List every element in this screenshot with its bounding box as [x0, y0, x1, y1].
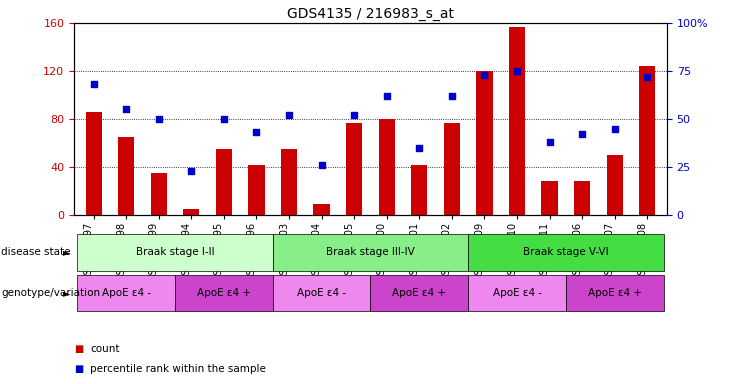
Point [544, 139, 556, 145]
Point [479, 72, 491, 78]
Bar [476, 71, 493, 215]
Text: Braak stage III-IV: Braak stage III-IV [326, 247, 415, 258]
Bar [607, 155, 623, 215]
Point [250, 129, 262, 136]
Bar [216, 149, 232, 215]
Bar [574, 182, 591, 215]
Bar [281, 149, 297, 215]
Point [87, 81, 99, 88]
Bar [273, 275, 370, 311]
Bar [379, 119, 395, 215]
Bar [77, 275, 175, 311]
Bar [248, 165, 265, 215]
Point [348, 112, 360, 118]
Point [283, 112, 295, 118]
Point [153, 116, 165, 122]
Text: ►: ► [63, 247, 70, 258]
Point [511, 68, 523, 74]
Point [446, 93, 458, 99]
Bar [118, 137, 134, 215]
Text: count: count [90, 344, 120, 354]
Bar [150, 173, 167, 215]
Title: GDS4135 / 216983_s_at: GDS4135 / 216983_s_at [287, 7, 454, 21]
Point [381, 93, 393, 99]
Text: ApoE ε4 -: ApoE ε4 - [297, 288, 346, 298]
Point [576, 131, 588, 137]
Text: ApoE ε4 -: ApoE ε4 - [102, 288, 150, 298]
Bar [542, 182, 558, 215]
Text: genotype/variation: genotype/variation [1, 288, 101, 298]
Point [609, 126, 621, 132]
Point [642, 74, 654, 80]
Text: ►: ► [63, 288, 70, 298]
Bar [313, 204, 330, 215]
Text: ■: ■ [74, 344, 83, 354]
Point [185, 168, 197, 174]
Bar [370, 275, 468, 311]
Bar [183, 209, 199, 215]
Bar [639, 66, 656, 215]
Bar [468, 234, 664, 271]
Bar [509, 26, 525, 215]
Point [218, 116, 230, 122]
Text: ■: ■ [74, 364, 83, 374]
Text: ApoE ε4 +: ApoE ε4 + [588, 288, 642, 298]
Point [316, 162, 328, 168]
Text: ApoE ε4 -: ApoE ε4 - [493, 288, 542, 298]
Bar [273, 234, 468, 271]
Bar [444, 122, 460, 215]
Bar [77, 234, 273, 271]
Bar [411, 165, 428, 215]
Text: disease state: disease state [1, 247, 71, 258]
Bar [175, 275, 273, 311]
Text: Braak stage I-II: Braak stage I-II [136, 247, 214, 258]
Bar [566, 275, 664, 311]
Point [413, 145, 425, 151]
Bar [468, 275, 566, 311]
Bar [346, 122, 362, 215]
Text: ApoE ε4 +: ApoE ε4 + [197, 288, 251, 298]
Point [120, 106, 132, 113]
Text: Braak stage V-VI: Braak stage V-VI [523, 247, 609, 258]
Bar [85, 112, 102, 215]
Text: ApoE ε4 +: ApoE ε4 + [392, 288, 446, 298]
Text: percentile rank within the sample: percentile rank within the sample [90, 364, 266, 374]
